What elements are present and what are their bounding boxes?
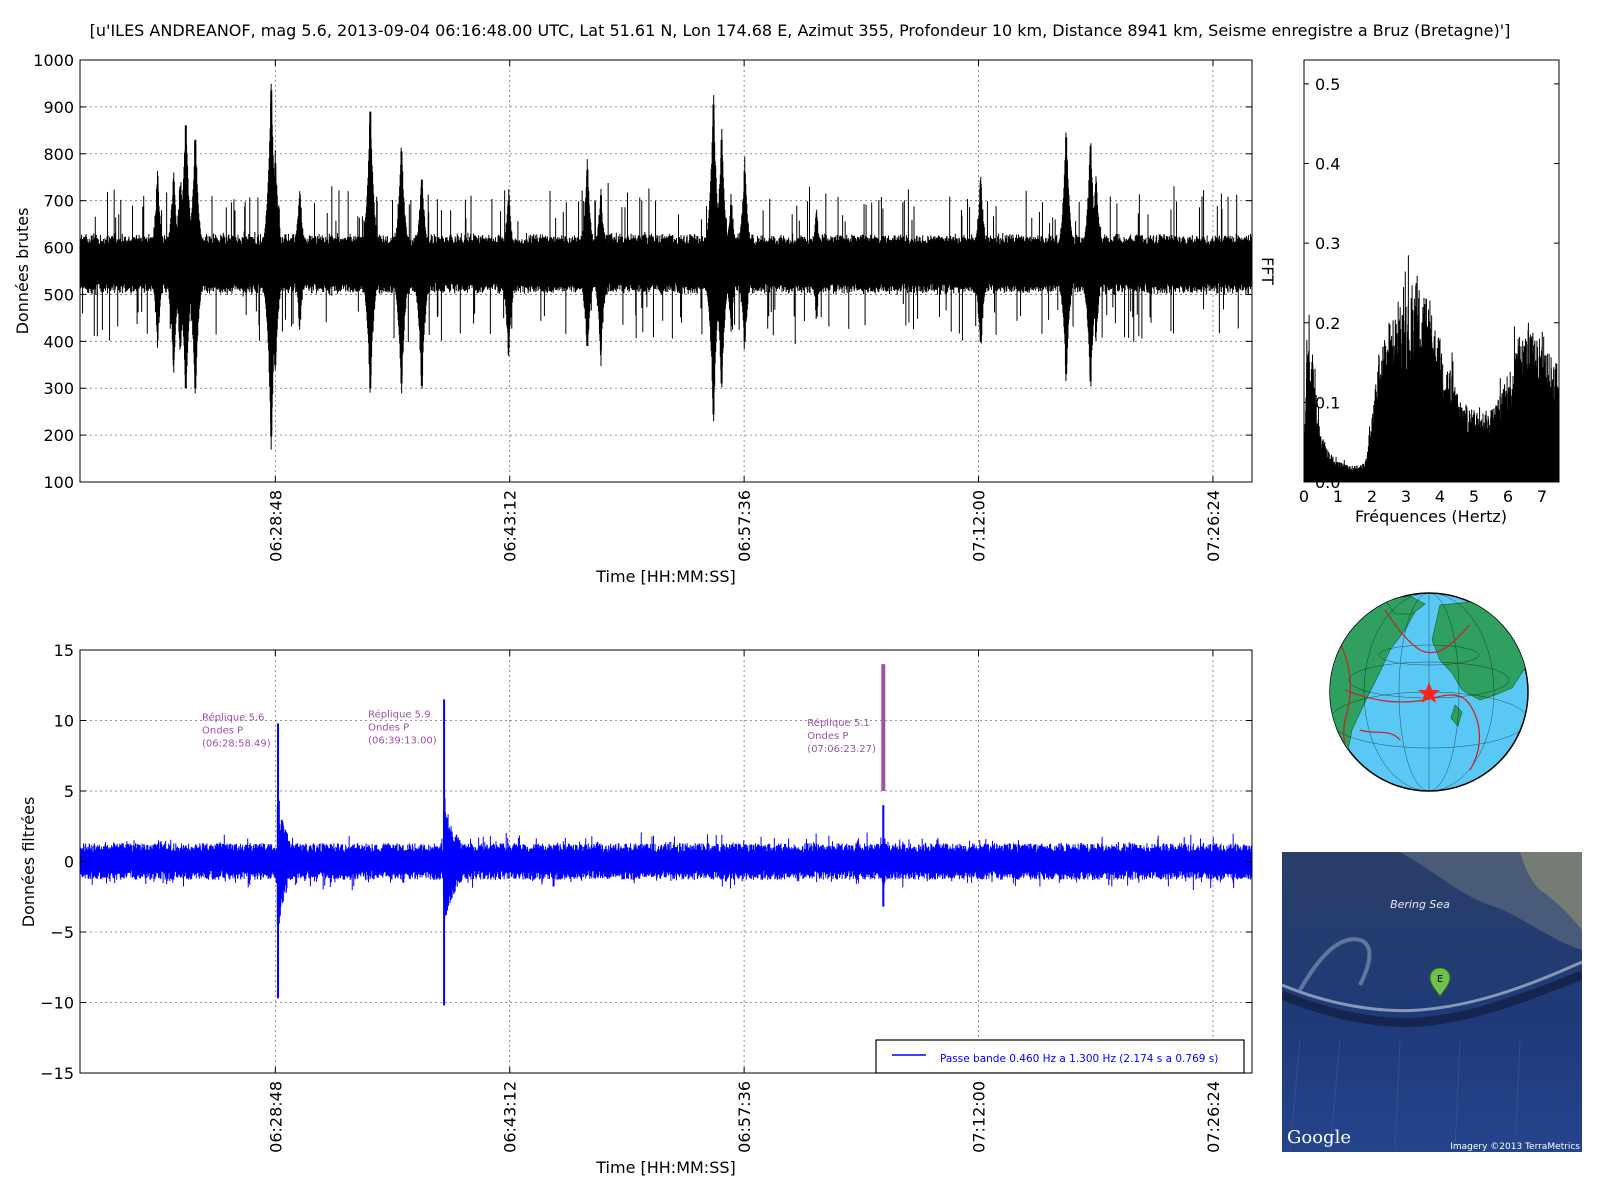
raw-signal-path: [79, 83, 1253, 450]
fft-plot-frame: [1303, 59, 1560, 483]
raw-xlabel: Time [HH:MM:SS]: [595, 567, 736, 586]
filtered-xtick-label-0: 06:28:48: [266, 1081, 285, 1153]
raw-ytick-label-6: 700: [43, 192, 74, 211]
fft-xtick-label-1: 1: [1333, 487, 1343, 506]
fft-spectrum: [1303, 255, 1560, 482]
raw-ylabel: Données brutes: [13, 208, 32, 335]
filtered-signal-trace: [79, 699, 1253, 1006]
fft-ylabel: FFT: [1258, 257, 1277, 285]
filtered-xtick-label-2: 06:57:36: [735, 1081, 754, 1153]
fft-xtick-label-7: 7: [1537, 487, 1547, 506]
raw-ytick-label-4: 500: [43, 285, 74, 304]
fft-ytick-label-5: 0.5: [1315, 75, 1340, 94]
figure-title: [u'ILES ANDREANOF, mag 5.6, 2013-09-04 0…: [90, 21, 1511, 40]
annotation-2-line-1: Ondes P: [807, 731, 848, 742]
map-epicenter-pin: E: [1429, 967, 1451, 997]
annotation-1-line-1: Ondes P: [368, 723, 409, 734]
satellite-map: Bering Sea E Google Imagery ©2013 TerraM…: [1282, 852, 1582, 1152]
raw-plot-frame: [79, 59, 1253, 483]
filtered-signal-path: [79, 793, 1253, 926]
fft-xtick-label-4: 4: [1435, 487, 1445, 506]
filtered-ytick-label-2: −5: [50, 923, 74, 942]
annotation-1-line-2: (06:39:13.00): [368, 736, 437, 747]
fft-spectrum-path: [1303, 255, 1560, 482]
raw-ytick-label-8: 900: [43, 98, 74, 117]
map-google-logo: Google: [1287, 1127, 1351, 1148]
filtered-ytick-label-6: 15: [54, 641, 74, 660]
map-aleutian-arc: [1282, 960, 1582, 1013]
filtered-ylabel: Données filtrées: [19, 797, 38, 928]
raw-signal-trace: [79, 83, 1253, 450]
legend-label: Passe bande 0.460 Hz a 1.300 Hz (2.174 s…: [940, 1053, 1218, 1065]
filtered-xtick-label-4: 07:26:24: [1204, 1081, 1223, 1153]
fft-xtick-label-2: 2: [1367, 487, 1377, 506]
fft-xtick-label-0: 0: [1299, 487, 1309, 506]
fft-ytick-label-4: 0.4: [1315, 155, 1340, 174]
raw-ytick-label-5: 600: [43, 239, 74, 258]
raw-ytick-label-1: 200: [43, 426, 74, 445]
filtered-legend: Passe bande 0.460 Hz a 1.300 Hz (2.174 s…: [875, 1039, 1245, 1074]
fft-xtick-label-3: 3: [1401, 487, 1411, 506]
annotation-0-line-0: Réplique 5.6: [202, 712, 264, 724]
map-alaska-coast: [1520, 852, 1582, 930]
filtered-ytick-label-1: −10: [40, 994, 74, 1013]
map-fracture-zones: [1289, 1039, 1521, 1151]
raw-xtick-label-1: 06:43:12: [501, 490, 520, 562]
fft-ytick-label-0: 0.0: [1315, 473, 1340, 492]
filtered-ytick-label-0: −15: [40, 1064, 74, 1083]
raw-ytick-label-9: 1000: [33, 51, 74, 70]
annotation-2-line-2: (07:06:23.27): [807, 744, 876, 755]
map-pin-label: E: [1437, 974, 1443, 985]
annotation-0-line-2: (06:28:58.49): [202, 739, 271, 750]
map-aleutian-trench: [1282, 970, 1582, 1027]
filtered-ytick-label-3: 0: [64, 853, 74, 872]
fft-ytick-label-1: 0.1: [1315, 393, 1340, 412]
filtered-xlabel: Time [HH:MM:SS]: [595, 1158, 736, 1177]
raw-ytick-label-7: 800: [43, 145, 74, 164]
filtered-xtick-label-3: 07:12:00: [970, 1081, 989, 1153]
filtered-ytick-label-5: 10: [54, 712, 74, 731]
globe-map: [1329, 592, 1529, 792]
fft-xlabel: Fréquences (Hertz): [1355, 507, 1507, 526]
map-bowers-ridge: [1298, 937, 1372, 991]
map-credit: Imagery ©2013 TerraMetrics: [1450, 1142, 1580, 1152]
globe-epicenter-star: [1418, 682, 1440, 703]
fft-xtick-label-6: 6: [1503, 487, 1513, 506]
globe-land-greenland: [1384, 595, 1426, 615]
raw-xtick-label-4: 07:26:24: [1204, 490, 1223, 562]
annotation-1-line-0: Réplique 5.9: [368, 709, 430, 721]
fft-ytick-label-2: 0.2: [1315, 314, 1340, 333]
raw-ytick-label-0: 100: [43, 473, 74, 492]
fft-plot: 0.0 0.1 0.2 0.3 0.4 0.5 0 1 2 3 4 5 6 7 FFT Fréquence…: [1258, 59, 1560, 526]
annotation-2-line-0: Réplique 5.1: [807, 717, 869, 729]
filtered-xtick-label-1: 06:43:12: [501, 1081, 520, 1153]
filtered-data-plot: Réplique 5.6 Ondes P (06:28:58.49) Réplique…: [19, 641, 1253, 1177]
fft-ytick-label-3: 0.3: [1315, 234, 1340, 253]
raw-xtick-label-0: 06:28:48: [266, 490, 285, 562]
map-sea-label: Bering Sea: [1390, 898, 1450, 911]
raw-ytick-label-3: 400: [43, 332, 74, 351]
globe-land-japan: [1450, 704, 1463, 727]
raw-xtick-label-2: 06:57:36: [735, 490, 754, 562]
fft-xtick-label-5: 5: [1469, 487, 1479, 506]
raw-data-plot: 100 200 300 400 500 600 700 800 900 1000 06:28:48 0…: [13, 51, 1253, 586]
raw-xtick-label-3: 07:12:00: [970, 490, 989, 562]
annotation-0-line-1: Ondes P: [202, 726, 243, 737]
filtered-ytick-label-4: 5: [64, 782, 74, 801]
raw-ytick-label-2: 300: [43, 379, 74, 398]
